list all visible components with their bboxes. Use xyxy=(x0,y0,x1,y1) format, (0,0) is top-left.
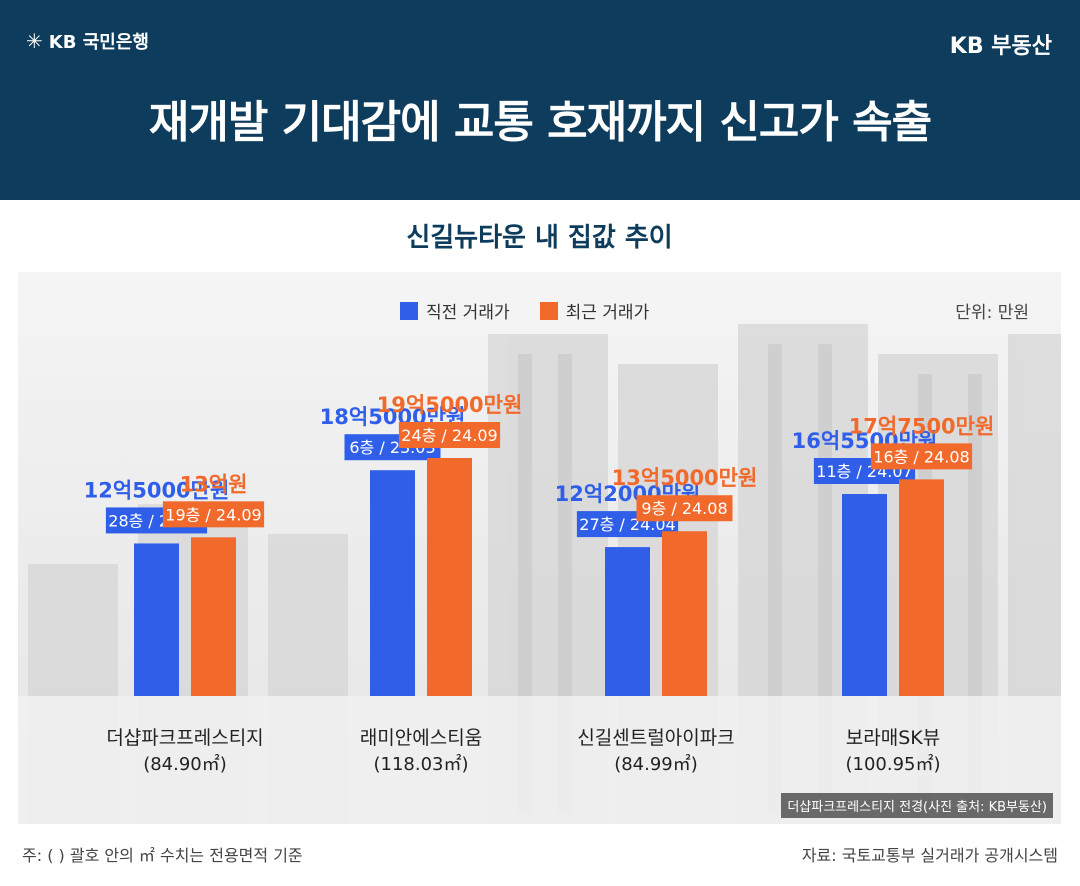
bar-recent xyxy=(662,531,707,696)
kb-star-icon: ✳ xyxy=(26,29,43,53)
category-area-label: (84.99㎡) xyxy=(614,753,698,775)
bar-recent xyxy=(427,458,472,696)
data-label: 13억5000만원 xyxy=(612,466,758,490)
legend-label-previous: 직전 거래가 xyxy=(426,303,510,323)
legend-label-recent: 최근 거래가 xyxy=(565,303,650,323)
legend-item-recent: 최근 거래가 xyxy=(539,298,650,323)
legend-swatch-previous xyxy=(400,301,418,320)
data-label: 13억원 xyxy=(180,472,248,496)
legend-item-previous: 직전 거래가 xyxy=(400,298,510,323)
detail-label: 9층 / 24.08 xyxy=(641,499,727,518)
bar-previous xyxy=(605,547,650,696)
detail-label: 24층 / 24.09 xyxy=(401,426,497,445)
detail-label-box xyxy=(636,495,733,522)
legend-swatch-recent xyxy=(539,301,558,320)
headline: 재개발 기대감에 교통 호재까지 신고가 속출 xyxy=(148,97,932,148)
photo-credit: 더샵파크프레스티지 전경(사진 출처: KB부동산) xyxy=(781,793,1053,818)
bar-previous xyxy=(842,494,887,696)
panel-title-bar xyxy=(18,204,1061,272)
category-label: 더샵파크프레스티지 xyxy=(106,727,263,749)
bar-recent xyxy=(191,537,236,696)
category-area-label: (84.90㎡) xyxy=(143,753,227,775)
chart-legend: 직전 거래가 최근 거래가 xyxy=(400,298,649,323)
footnote: 주: ( ) 괄호 안의 ㎡ 수치는 전용면적 기준 xyxy=(22,846,303,865)
detail-label: 16층 / 24.08 xyxy=(873,447,969,466)
chart-title: 신길뉴타운 내 집값 추이 xyxy=(406,223,673,253)
source-note: 자료: 국토교통부 실거래가 공개시스템 xyxy=(801,846,1058,865)
category-label: 신길센트럴아이파크 xyxy=(577,727,734,749)
category-label: 보라매SK뷰 xyxy=(846,727,940,749)
bank-name: KB 국민은행 xyxy=(48,32,149,53)
unit-label: 단위: 만원 xyxy=(955,303,1029,323)
detail-label: 19층 / 24.09 xyxy=(165,505,261,524)
bar-recent xyxy=(899,479,944,696)
detail-label-box xyxy=(398,422,501,448)
data-label: 17억7500만원 xyxy=(849,414,995,438)
category-area-label: (100.95㎡) xyxy=(845,753,940,775)
header-banner: ✳ KB 국민은행 KB 부동산 재개발 기대감에 교통 호재까지 신고가 속출 xyxy=(0,0,1080,200)
data-label: 19억5000만원 xyxy=(377,393,523,417)
detail-label-box xyxy=(162,501,265,528)
detail-label-box xyxy=(870,443,973,470)
category-label: 래미안에스티움 xyxy=(360,727,482,749)
bar-previous xyxy=(370,470,415,696)
kb-estate-logo: KB 부동산 xyxy=(949,34,1052,59)
category-area-label: (118.03㎡) xyxy=(373,753,468,775)
chart-panel: 신길뉴타운 내 집값 추이 직전 거래가 최근 거래가 단위: 만원 28층 /… xyxy=(18,204,1061,824)
data-label: 12억5000만원 xyxy=(84,478,230,502)
kb-bank-logo: ✳ KB 국민은행 xyxy=(26,28,149,54)
bar-previous xyxy=(134,543,179,696)
